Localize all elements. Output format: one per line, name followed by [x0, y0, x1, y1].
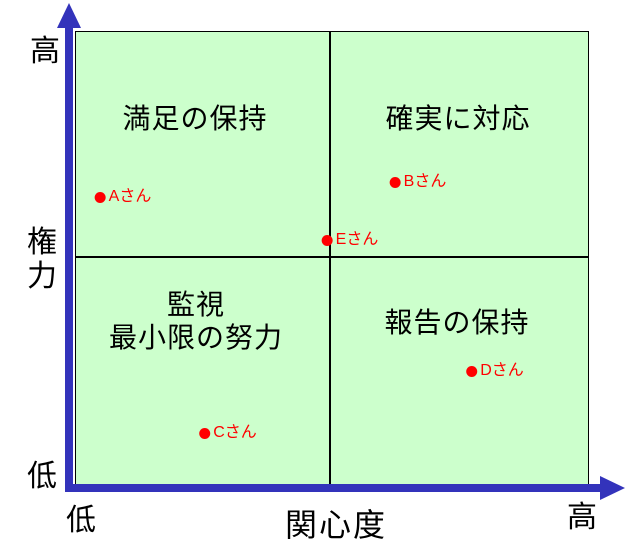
data-point-label: Cさん — [213, 424, 257, 441]
data-point: Cさん — [199, 425, 257, 441]
data-point-dot-icon — [94, 191, 106, 203]
data-point-label: Bさん — [403, 173, 447, 190]
quadrant-title-keep-satisfied: 満足の保持 — [122, 103, 268, 134]
data-point: Dさん — [466, 363, 524, 379]
quadrant-title-monitor-line2: 最小限の努力 — [108, 322, 284, 353]
data-point: Eさん — [321, 231, 379, 248]
y-axis-high-label: 高 — [30, 35, 60, 68]
x-axis-title: 関心度 — [284, 507, 388, 543]
data-point-label: Aさん — [108, 188, 152, 205]
x-axis-low-label: 低 — [66, 504, 96, 537]
quadrant-title-keep-informed: 報告の保持 — [384, 307, 530, 338]
y-axis-line — [65, 20, 73, 491]
y-axis-low-label: 低 — [27, 460, 57, 493]
quadrant-divider-horizontal — [76, 256, 588, 258]
x-axis-high-label: 高 — [567, 501, 597, 534]
quadrant-title-monitor-line1: 監視 — [166, 289, 226, 320]
x-axis-line — [65, 484, 602, 492]
quadrant-title-monitor: 監視 最小限の努力 — [109, 288, 283, 354]
data-point-label: Dさん — [480, 362, 524, 379]
data-point-dot-icon — [199, 427, 211, 439]
data-point: Bさん — [389, 173, 447, 190]
y-axis-arrowhead-icon — [57, 3, 81, 28]
plot-area — [75, 31, 589, 488]
quadrant-title-manage-closely: 確実に対応 — [385, 103, 531, 134]
quadrant-divider-vertical — [329, 32, 331, 487]
data-point-dot-icon — [389, 176, 401, 188]
x-axis-arrowhead-icon — [600, 476, 625, 500]
data-point-dot-icon — [466, 365, 478, 377]
data-point: Aさん — [94, 188, 152, 205]
data-point-dot-icon — [321, 234, 333, 246]
data-point-label: Eさん — [335, 231, 379, 248]
y-axis-title: 権力 — [27, 226, 57, 293]
